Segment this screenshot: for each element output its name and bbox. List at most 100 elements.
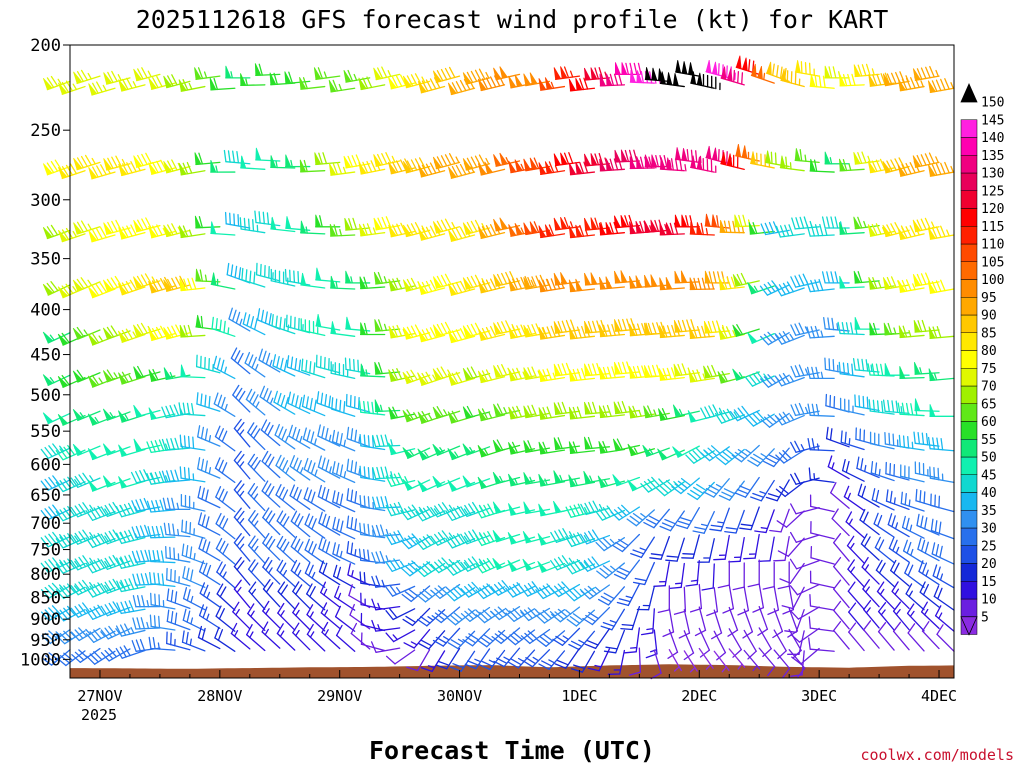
barb-full-flag bbox=[769, 529, 782, 533]
barb-full-flag bbox=[434, 587, 444, 597]
barb-full-flag bbox=[558, 529, 566, 541]
barb-half-flag bbox=[381, 579, 385, 587]
barb-full-flag bbox=[316, 391, 320, 404]
wind-barb bbox=[334, 605, 356, 632]
wind-barb bbox=[262, 600, 281, 629]
barb-full-flag bbox=[404, 508, 413, 519]
barb-full-flag bbox=[507, 661, 519, 669]
barb-full-flag bbox=[481, 78, 489, 90]
barb-full-flag bbox=[696, 326, 702, 339]
barb-full-flag bbox=[275, 315, 278, 328]
wind-barb bbox=[809, 74, 835, 89]
barb-full-flag bbox=[379, 524, 385, 537]
barb-full-flag bbox=[890, 223, 897, 235]
barb-full-flag bbox=[489, 325, 497, 338]
barb-full-flag bbox=[719, 454, 730, 463]
barb-full-flag bbox=[126, 77, 133, 89]
barb-full-flag bbox=[757, 628, 769, 636]
barb-full-flag bbox=[632, 549, 645, 555]
barb-half-flag bbox=[79, 412, 85, 419]
barb-full-flag bbox=[151, 525, 156, 539]
barb-pennant bbox=[882, 160, 892, 174]
barb-full-flag bbox=[306, 604, 314, 616]
barb-pennant bbox=[568, 326, 577, 340]
barb-full-flag bbox=[258, 211, 261, 224]
barb-full-flag bbox=[474, 155, 482, 167]
wind-barb bbox=[133, 404, 161, 418]
barb-pennant bbox=[598, 405, 607, 418]
barb-pennant bbox=[605, 276, 613, 289]
barb-full-flag bbox=[808, 616, 811, 629]
barb-full-flag bbox=[304, 562, 311, 574]
barb-full-flag bbox=[161, 438, 167, 451]
wind-barb bbox=[385, 649, 416, 665]
barb-pennant bbox=[718, 327, 727, 340]
barb-pennant bbox=[447, 411, 457, 424]
barb-full-flag bbox=[187, 467, 191, 481]
wind-barb bbox=[430, 583, 461, 599]
barb-full-flag bbox=[59, 609, 69, 620]
barb-full-flag bbox=[833, 600, 842, 612]
barb-pennant bbox=[462, 325, 472, 338]
barb-full-flag bbox=[61, 81, 70, 93]
barb-full-flag bbox=[114, 275, 123, 287]
barb-full-flag bbox=[875, 363, 880, 376]
barb-full-flag bbox=[603, 592, 615, 600]
barb-full-flag bbox=[845, 460, 850, 474]
barb-full-flag bbox=[422, 507, 431, 518]
barb-pennant bbox=[659, 277, 666, 291]
barb-full-flag bbox=[628, 149, 634, 162]
barb-full-flag bbox=[310, 491, 316, 504]
barb-full-flag bbox=[131, 526, 137, 539]
barb-full-flag bbox=[929, 466, 932, 479]
barb-half-flag bbox=[789, 414, 795, 421]
wind-barb bbox=[103, 219, 131, 235]
wind-barb bbox=[148, 407, 176, 420]
barb-full-flag bbox=[111, 220, 118, 233]
barb-full-flag bbox=[331, 429, 336, 443]
barb-pennant bbox=[703, 320, 711, 334]
barb-half-flag bbox=[147, 70, 152, 78]
wind-barb bbox=[713, 650, 730, 673]
barb-full-flag bbox=[151, 280, 159, 292]
barb-half-flag bbox=[789, 162, 792, 170]
wind-barb bbox=[752, 583, 765, 613]
barb-full-flag bbox=[309, 361, 312, 374]
barb-full-flag bbox=[520, 276, 527, 289]
barb-full-flag bbox=[863, 620, 872, 631]
barb-full-flag bbox=[434, 612, 446, 621]
barb-full-flag bbox=[721, 326, 728, 339]
barb-half-flag bbox=[323, 71, 328, 79]
barb-full-flag bbox=[131, 500, 137, 512]
barb-full-flag bbox=[247, 603, 255, 615]
wind-barb bbox=[417, 327, 446, 343]
barb-full-flag bbox=[40, 611, 50, 622]
barb-half-flag bbox=[721, 666, 727, 673]
barb-full-flag bbox=[233, 533, 242, 544]
barb-full-flag bbox=[156, 550, 160, 563]
barb-full-flag bbox=[261, 350, 267, 363]
barb-pennant bbox=[696, 156, 703, 171]
barb-full-flag bbox=[692, 369, 698, 382]
barb-full-flag bbox=[774, 375, 783, 387]
barb-full-flag bbox=[198, 560, 205, 573]
wind-barb bbox=[317, 484, 341, 509]
barb-full-flag bbox=[706, 365, 713, 378]
wind-barb bbox=[777, 561, 790, 590]
barb-full-flag bbox=[587, 436, 593, 449]
barb-full-flag bbox=[170, 438, 175, 451]
barb-half-flag bbox=[392, 634, 398, 641]
barb-full-flag bbox=[920, 539, 926, 552]
barb-full-flag bbox=[85, 562, 94, 574]
y-tick-label: 400 bbox=[30, 301, 61, 321]
barb-full-flag bbox=[201, 514, 206, 527]
wind-barb bbox=[214, 626, 236, 652]
wind-barb bbox=[290, 535, 311, 563]
wind-barb bbox=[614, 270, 641, 284]
terrain-fill bbox=[70, 664, 954, 678]
barb-full-flag bbox=[266, 212, 270, 225]
barb-full-flag bbox=[426, 534, 436, 545]
barb-full-flag bbox=[294, 395, 299, 408]
barb-full-flag bbox=[66, 583, 76, 594]
barb-pennant bbox=[118, 79, 128, 92]
